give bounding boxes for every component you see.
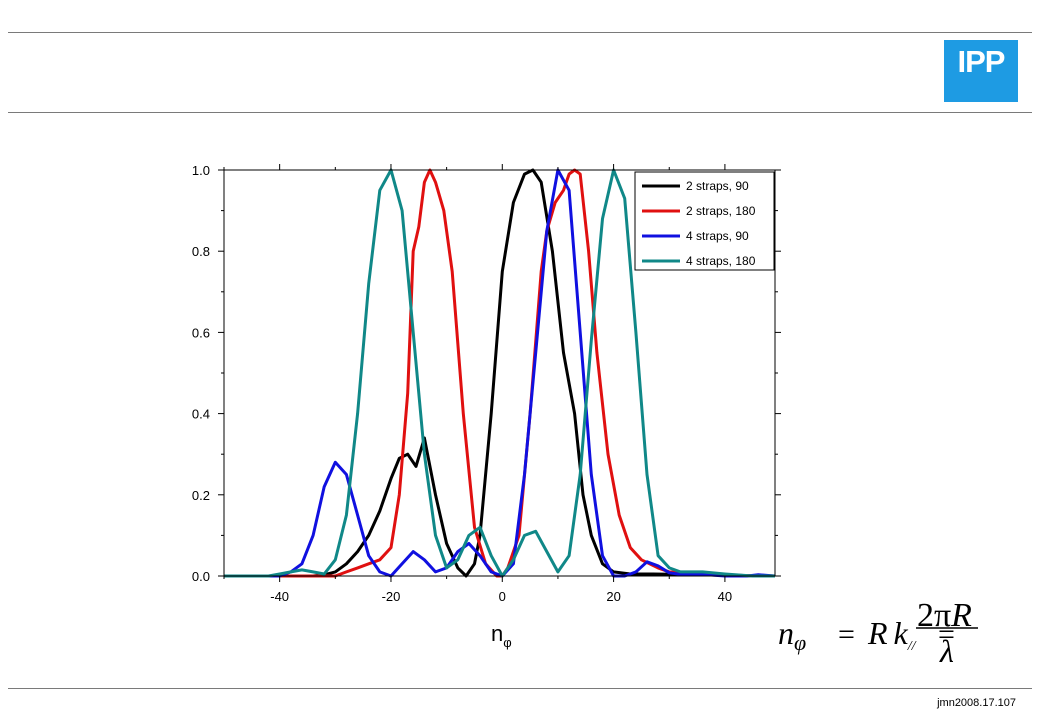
y-tick-label: 0.4 (192, 407, 210, 422)
footer-rule (8, 688, 1032, 689)
legend-label-2: 2 straps, 180 (686, 204, 756, 218)
x-tick-label: 40 (718, 589, 732, 604)
y-tick-label: 0.8 (192, 244, 210, 259)
formula-mid-subscript: // (907, 639, 917, 654)
formula-lhs-subscript: φ (794, 630, 806, 655)
axis-tick-labels: -40 -20 0 20 40 0.0 0.2 0.4 0.6 0.8 1.0 (192, 163, 732, 604)
legend-label-1: 2 straps, 90 (686, 179, 749, 193)
top-rule (8, 32, 1032, 33)
x-tick-label: -20 (382, 589, 401, 604)
y-tick-label: 1.0 (192, 163, 210, 178)
axis-ticks (218, 164, 781, 582)
formula-eq2: = (938, 618, 955, 651)
slide-reference: jmn2008.17.107 (937, 697, 1016, 709)
series-line-1 (224, 168, 776, 578)
ipp-logo: IPP (944, 40, 1018, 102)
y-tick-label: 0.0 (192, 569, 210, 584)
legend-label-3: 4 straps, 90 (686, 229, 749, 243)
x-tick-label: 0 (499, 589, 506, 604)
legend-label-4: 4 straps, 180 (686, 254, 756, 268)
formula-eq1: = (838, 618, 855, 651)
ipp-logo-text: IPP (957, 44, 1006, 79)
x-axis-label-subscript: φ (503, 635, 511, 650)
formula-lhs: nφ (778, 615, 806, 655)
x-axis-label-main: n (491, 621, 503, 646)
header-rule (8, 112, 1032, 113)
chart-legend: 2 straps, 90 2 straps, 180 4 straps, 90 4 s… (634, 171, 775, 271)
legend-box (634, 171, 775, 271)
y-tick-label: 0.6 (192, 325, 210, 340)
series-line-4 (224, 168, 775, 578)
x-axis-label: nφ (491, 621, 512, 650)
x-tick-label: -40 (270, 589, 289, 604)
y-tick-label: 0.2 (192, 488, 210, 503)
formula-denominator: λ (939, 633, 954, 669)
x-tick-label: 20 (606, 589, 620, 604)
formula-numerator: 2πR (917, 597, 972, 634)
